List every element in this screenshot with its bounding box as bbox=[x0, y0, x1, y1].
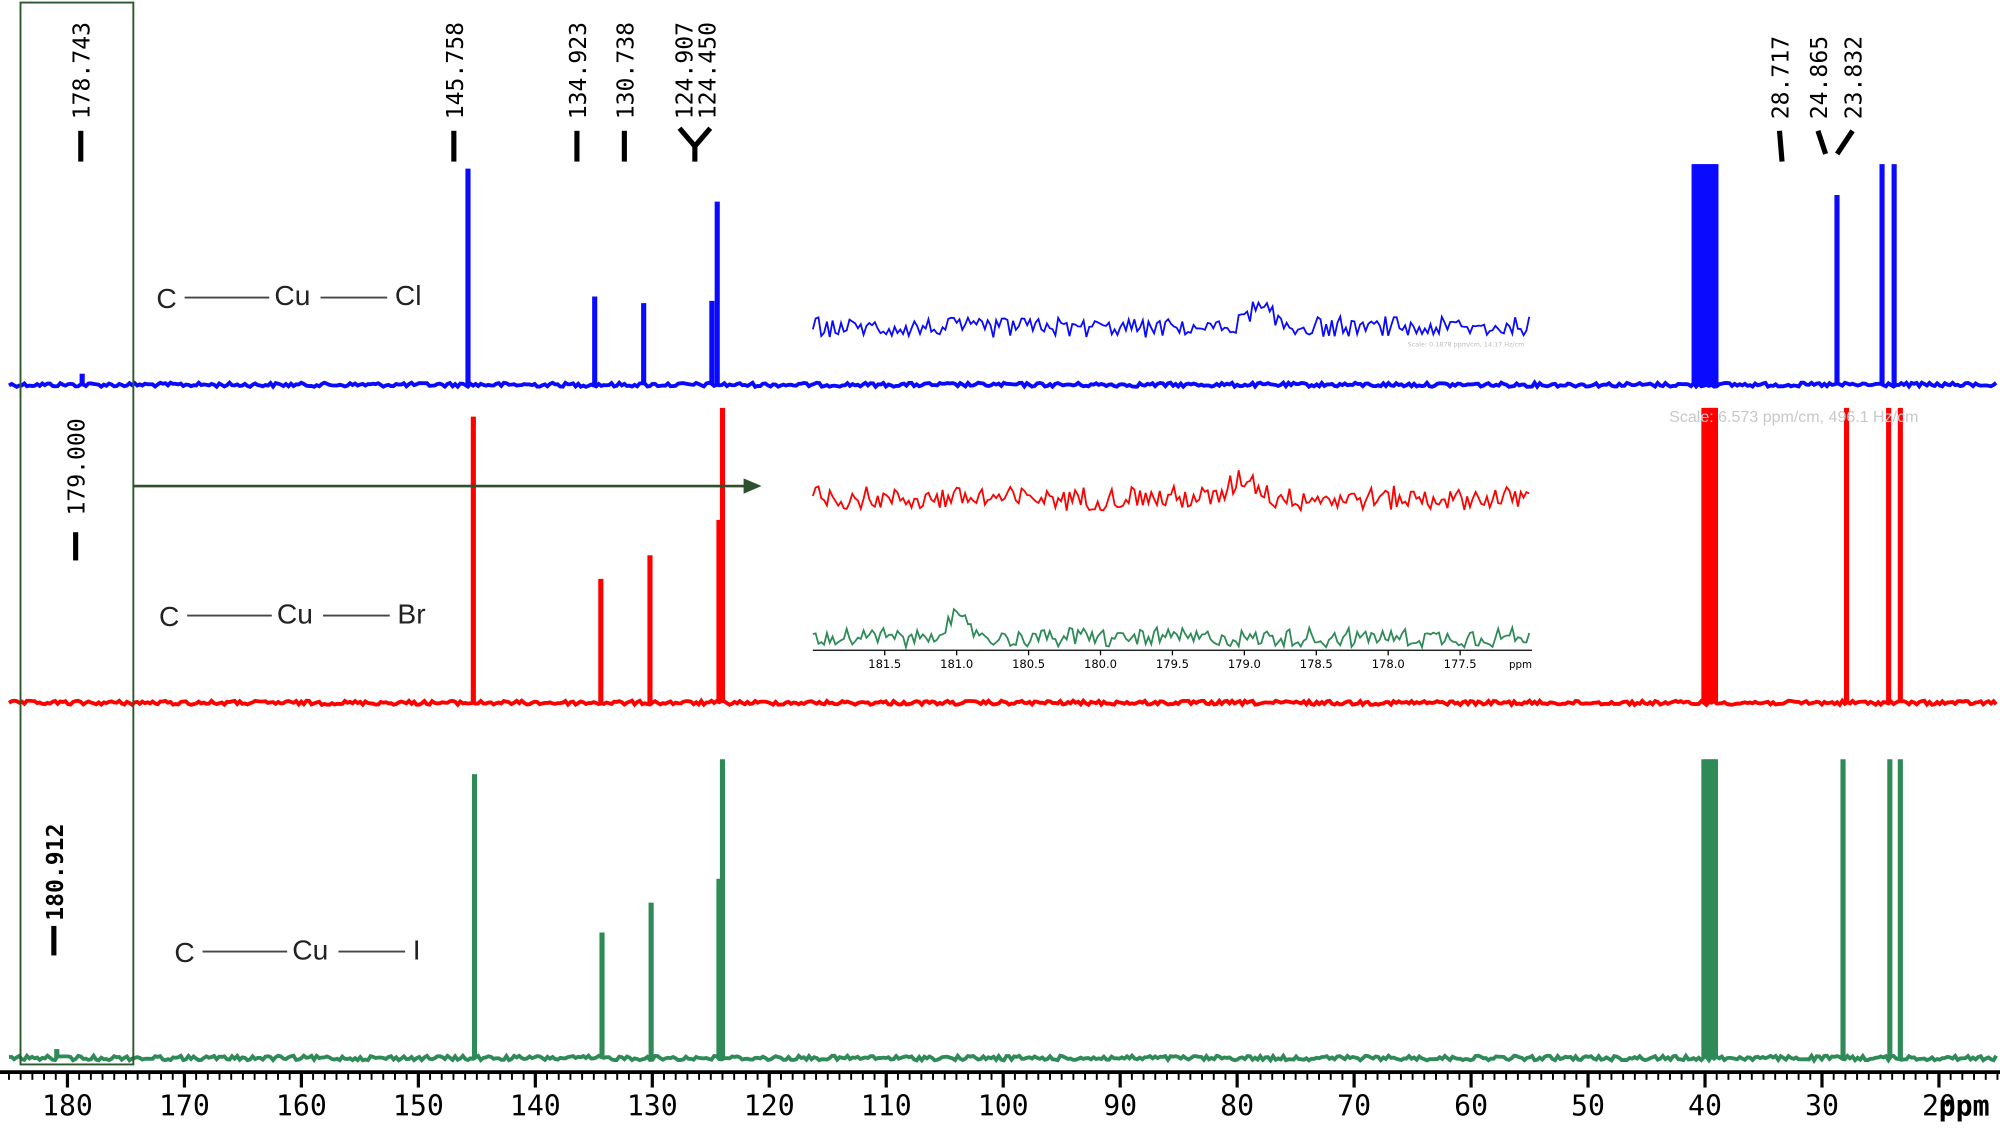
x-tick-label-13: 60 bbox=[1454, 1090, 1488, 1123]
formula-atom-1-2: Cu bbox=[274, 279, 310, 311]
x-tick-label-8: 110 bbox=[861, 1090, 912, 1123]
inset-scale-text: Scale: 0.1878 ppm/cm, 14.17 Hz/cm bbox=[1408, 340, 1525, 348]
x-tick-label-14: 50 bbox=[1571, 1090, 1605, 1123]
peak-label-1: 178.743 bbox=[70, 22, 96, 119]
peak-label-marker-9 bbox=[1835, 129, 1855, 156]
x-tick-label-4: 150 bbox=[393, 1090, 444, 1123]
peak-label-marker-7 bbox=[1776, 130, 1785, 162]
inset-tick-label-3: 180.5 bbox=[1012, 657, 1045, 671]
inset-tick-label-6: 179.0 bbox=[1228, 657, 1261, 671]
scale-text: Scale: 6.573 ppm/cm, 496.1 Hz/cm bbox=[1669, 408, 1918, 426]
inset-tick-label-4: 180.0 bbox=[1084, 657, 1117, 671]
inset-axis-unit: ppm bbox=[1509, 659, 1532, 671]
formula-atom-2-1: C bbox=[159, 600, 179, 632]
inset-trace-1 bbox=[811, 300, 1531, 339]
x-tick-label-12: 70 bbox=[1337, 1090, 1371, 1123]
inset-trace-3 bbox=[812, 607, 1531, 651]
peak-label-8: 24.865 bbox=[1807, 36, 1833, 119]
peak-label-3: 134.923 bbox=[566, 22, 592, 119]
formula-atom-1-1: C bbox=[156, 282, 176, 314]
inset-tick-label-8: 178.0 bbox=[1372, 657, 1405, 671]
inset-tick-label-1: 181.5 bbox=[868, 657, 901, 671]
formula-atom-3-1: C bbox=[174, 936, 194, 968]
spectra-traces bbox=[7, 379, 1998, 1065]
x-tick-label-15: 40 bbox=[1688, 1090, 1722, 1123]
inset-panel: 181.5 181.0 180.5 180.0 179.5 179.0 178.5 178.0… bbox=[811, 300, 1533, 671]
peak-label-2: 145.758 bbox=[443, 22, 469, 119]
inset-tick-label-9: 177.5 bbox=[1444, 657, 1477, 671]
peak-label-4: 130.738 bbox=[613, 22, 639, 119]
peak-label-marker-5 bbox=[677, 126, 698, 162]
formula-atom-3-2: Cu bbox=[292, 933, 328, 965]
x-tick-label-17: 20 bbox=[1922, 1090, 1956, 1123]
baseline-1 bbox=[8, 379, 1998, 391]
x-axis: 180 170 160 150 140 130 120 110 100 90 80 70 60 50 40 3… bbox=[0, 1070, 2000, 1123]
x-tick-label-5: 140 bbox=[510, 1090, 561, 1123]
highlight-box bbox=[19, 1, 135, 1066]
arrow-head bbox=[743, 478, 762, 494]
x-tick-label-16: 30 bbox=[1805, 1090, 1839, 1123]
spectra-peaks bbox=[54, 164, 1903, 1059]
peak-label-marker-6 bbox=[692, 126, 713, 148]
formula-atom-1-3: Cl bbox=[395, 279, 422, 311]
formula-atom-2-3: Br bbox=[397, 597, 425, 629]
peak-label-marker-8 bbox=[1815, 129, 1829, 155]
annotations: C Cu Cl C Cu Br C Cu I 178.743 145.758 134.923 130.7… bbox=[19, 1, 1918, 1066]
peak-label-6: 124.450 bbox=[695, 22, 721, 119]
x-tick-label-10: 90 bbox=[1103, 1090, 1137, 1123]
side-label-1: 179.000 bbox=[65, 418, 91, 515]
x-tick-label-9: 100 bbox=[978, 1090, 1029, 1123]
x-tick-label-3: 160 bbox=[276, 1090, 327, 1123]
formula-atom-3-3: I bbox=[413, 933, 421, 965]
baseline-3 bbox=[8, 1052, 1998, 1065]
x-tick-label-11: 80 bbox=[1220, 1090, 1254, 1123]
x-tick-label-2: 170 bbox=[159, 1090, 210, 1123]
peak-label-7: 28.717 bbox=[1768, 36, 1794, 119]
inset-tick-label-5: 179.5 bbox=[1156, 657, 1189, 671]
x-tick-label-1: 180 bbox=[42, 1090, 93, 1123]
inset-tick-label-2: 181.0 bbox=[940, 657, 973, 671]
inset-trace-2 bbox=[811, 470, 1530, 513]
inset-tick-label-7: 178.5 bbox=[1300, 657, 1333, 671]
x-axis-unit: ppm bbox=[1939, 1090, 1990, 1123]
x-tick-label-6: 130 bbox=[627, 1090, 678, 1123]
peak-label-9: 23.832 bbox=[1842, 36, 1868, 119]
peak-label-5: 124.907 bbox=[672, 22, 698, 119]
baseline-2 bbox=[7, 697, 1998, 709]
side-label-2: 180.912 bbox=[43, 824, 69, 921]
x-tick-label-7: 120 bbox=[744, 1090, 795, 1123]
formula-atom-2-2: Cu bbox=[277, 597, 313, 629]
